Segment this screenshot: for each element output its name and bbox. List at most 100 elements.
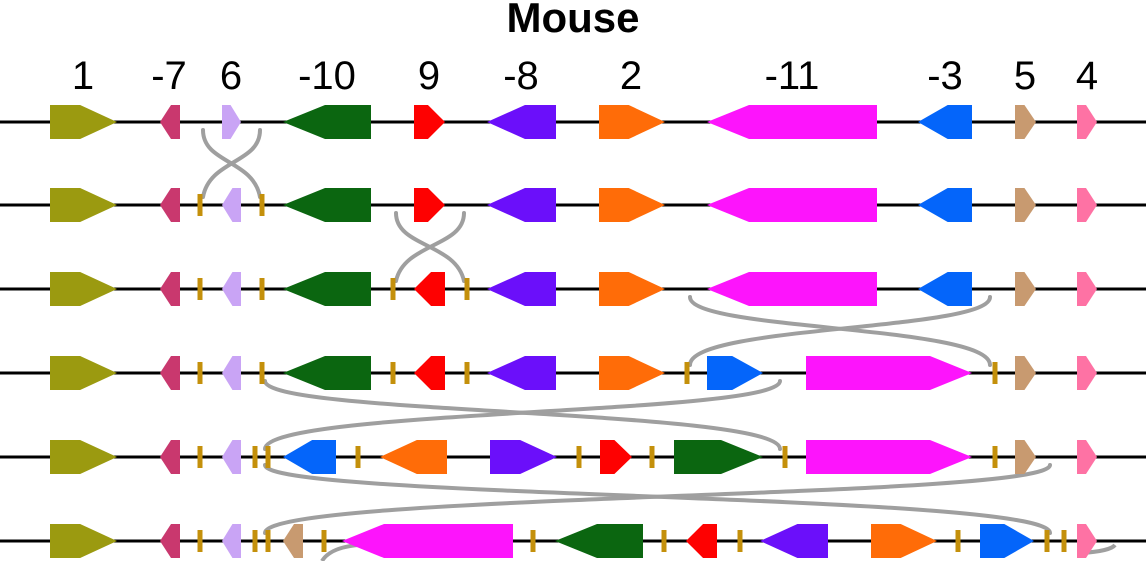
gene-11-arrow bbox=[707, 105, 877, 139]
gene-1-arrow bbox=[50, 440, 117, 474]
breakpoint-tick bbox=[992, 362, 998, 384]
inversion-arc bbox=[263, 463, 1052, 535]
gene-4-arrow bbox=[1077, 356, 1097, 390]
breakpoint-tick bbox=[265, 530, 271, 552]
gene-label: 6 bbox=[220, 54, 242, 98]
gene-5-arrow bbox=[1015, 356, 1036, 390]
gene-2-arrow bbox=[871, 524, 937, 558]
chromosome-tracks bbox=[0, 105, 1146, 558]
gene-2-arrow bbox=[599, 105, 665, 139]
gene-9-arrow bbox=[414, 188, 445, 222]
breakpoint-tick bbox=[737, 530, 743, 552]
gene-label: 9 bbox=[418, 54, 440, 98]
gene-label: -3 bbox=[927, 54, 963, 98]
gene-9-arrow bbox=[686, 524, 717, 558]
gene-6-arrow bbox=[222, 524, 241, 558]
gene-2-arrow bbox=[599, 188, 665, 222]
gene-3-arrow bbox=[283, 440, 336, 474]
breakpoint-tick bbox=[197, 194, 203, 216]
breakpoint-tick bbox=[259, 194, 265, 216]
gene-label: -8 bbox=[503, 54, 539, 98]
breakpoint-tick bbox=[661, 530, 667, 552]
breakpoint-tick bbox=[265, 446, 271, 468]
gene-6-arrow bbox=[222, 105, 241, 139]
breakpoint-tick bbox=[197, 278, 203, 300]
breakpoint-tick bbox=[197, 530, 203, 552]
gene-1-arrow bbox=[50, 272, 117, 306]
gene-label: 2 bbox=[620, 54, 642, 98]
gene-5-arrow bbox=[1015, 105, 1036, 139]
gene-8-arrow bbox=[487, 188, 556, 222]
gene-11-arrow bbox=[806, 356, 972, 390]
breakpoint-tick bbox=[1044, 530, 1050, 552]
gene-5-arrow bbox=[283, 524, 303, 558]
gene-7-arrow bbox=[160, 524, 180, 558]
gene-8-arrow bbox=[487, 105, 556, 139]
gene-3-arrow bbox=[918, 188, 972, 222]
breakpoint-tick bbox=[197, 362, 203, 384]
gene-10-arrow bbox=[555, 524, 643, 558]
gene-7-arrow bbox=[160, 272, 180, 306]
inversion-arc bbox=[263, 463, 1052, 535]
breakpoint-tick bbox=[782, 446, 788, 468]
gene-2-arrow bbox=[380, 440, 447, 474]
inversion-arc bbox=[201, 128, 262, 199]
gene-7-arrow bbox=[160, 356, 180, 390]
gene-11-arrow bbox=[806, 440, 972, 474]
gene-label: 1 bbox=[72, 54, 94, 98]
gene-10-arrow bbox=[283, 272, 371, 306]
gene-9-arrow bbox=[414, 272, 445, 306]
gene-4-arrow bbox=[1077, 272, 1097, 306]
gene-3-arrow bbox=[918, 272, 972, 306]
breakpoint-tick bbox=[576, 446, 582, 468]
gene-5-arrow bbox=[1015, 188, 1036, 222]
breakpoint-tick bbox=[649, 446, 655, 468]
breakpoint-tick bbox=[464, 362, 470, 384]
gene-8-arrow bbox=[490, 440, 557, 474]
gene-3-arrow bbox=[980, 524, 1034, 558]
gene-4-arrow bbox=[1077, 188, 1097, 222]
breakpoint-tick bbox=[252, 446, 258, 468]
gene-label: -10 bbox=[298, 54, 356, 98]
inversion-arc bbox=[688, 295, 992, 367]
gene-4-arrow bbox=[1077, 440, 1097, 474]
gene-4-arrow bbox=[1077, 524, 1097, 558]
gene-9-arrow bbox=[414, 356, 445, 390]
gene-3-arrow bbox=[918, 105, 972, 139]
breakpoint-tick bbox=[259, 362, 265, 384]
breakpoint-tick bbox=[464, 278, 470, 300]
breakpoint-tick bbox=[1061, 530, 1067, 552]
breakpoint-tick bbox=[530, 530, 536, 552]
gene-6-arrow bbox=[222, 188, 241, 222]
gene-8-arrow bbox=[487, 272, 556, 306]
gene-label: -7 bbox=[151, 54, 187, 98]
diagram-title: Mouse bbox=[506, 0, 639, 41]
gene-1-arrow bbox=[50, 524, 117, 558]
gene-11-arrow bbox=[707, 272, 877, 306]
gene-label: -11 bbox=[765, 54, 820, 98]
inversion-arc bbox=[394, 211, 466, 283]
breakpoint-tick bbox=[259, 278, 265, 300]
gene-2-arrow bbox=[599, 356, 665, 390]
gene-6-arrow bbox=[222, 272, 241, 306]
gene-1-arrow bbox=[50, 105, 117, 139]
gene-2-arrow bbox=[599, 272, 665, 306]
gene-10-arrow bbox=[283, 188, 371, 222]
gene-11-arrow bbox=[342, 524, 513, 558]
breakpoint-tick bbox=[252, 530, 258, 552]
gene-7-arrow bbox=[160, 188, 180, 222]
gene-3-arrow bbox=[707, 356, 763, 390]
gene-10-arrow bbox=[283, 105, 371, 139]
breakpoint-tick bbox=[355, 446, 361, 468]
gene-9-arrow bbox=[600, 440, 632, 474]
gene-11-arrow bbox=[707, 188, 877, 222]
gene-label-row: 1 -7 6 -10 9 -8 2 -11 -3 5 4 bbox=[72, 54, 1098, 98]
gene-4-arrow bbox=[1077, 105, 1097, 139]
breakpoint-tick bbox=[197, 446, 203, 468]
gene-9-arrow bbox=[414, 105, 445, 139]
gene-10-arrow bbox=[283, 356, 371, 390]
gene-6-arrow bbox=[222, 356, 241, 390]
breakpoint-tick bbox=[992, 446, 998, 468]
gene-5-arrow bbox=[1015, 440, 1036, 474]
